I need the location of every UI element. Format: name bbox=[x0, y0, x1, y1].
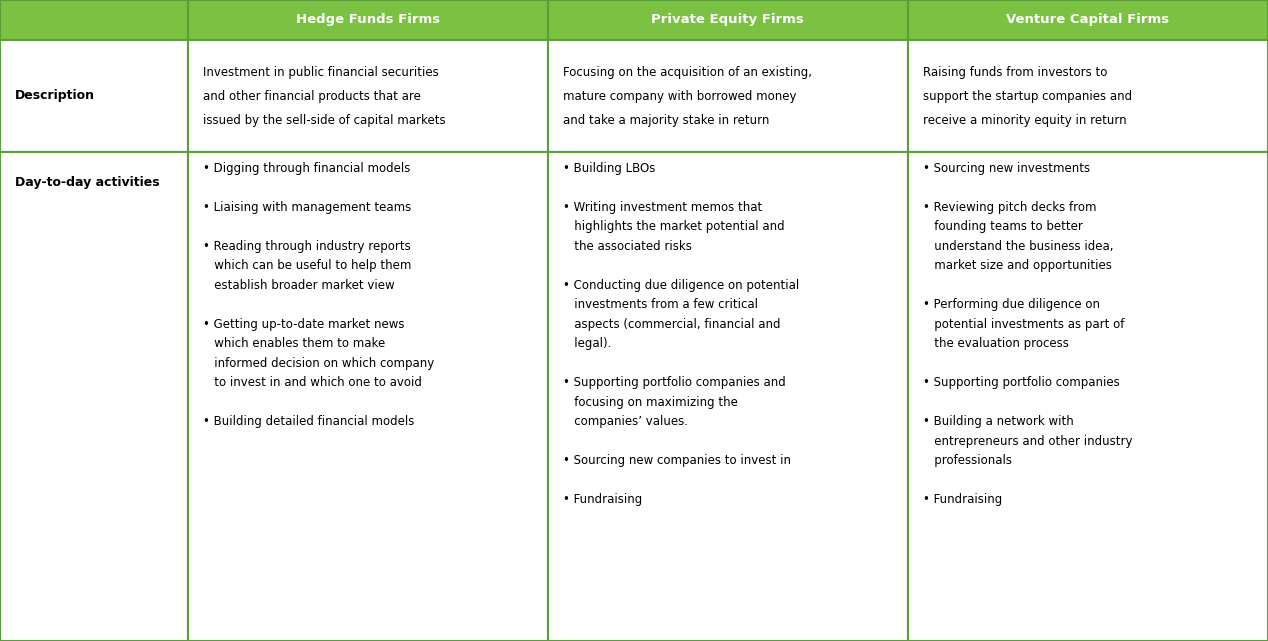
Bar bbox=[0, 152, 188, 641]
Bar bbox=[0, 0, 188, 40]
Text: Venture Capital Firms: Venture Capital Firms bbox=[1007, 13, 1169, 26]
Text: Focusing on the acquisition of an existing,
mature company with borrowed money
a: Focusing on the acquisition of an existi… bbox=[563, 65, 812, 126]
Bar bbox=[548, 40, 908, 152]
Bar bbox=[188, 152, 548, 641]
Text: • Digging through financial models

• Liaising with management teams

• Reading : • Digging through financial models • Lia… bbox=[203, 162, 434, 428]
Text: Investment in public financial securities
and other financial products that are
: Investment in public financial securitie… bbox=[203, 65, 445, 126]
Text: Hedge Funds Firms: Hedge Funds Firms bbox=[295, 13, 440, 26]
Bar bbox=[0, 40, 188, 152]
Bar bbox=[188, 0, 548, 40]
Text: Raising funds from investors to
support the startup companies and
receive a mino: Raising funds from investors to support … bbox=[923, 65, 1132, 126]
Bar bbox=[908, 152, 1268, 641]
Bar bbox=[548, 0, 908, 40]
Bar bbox=[548, 152, 908, 641]
Text: Day-to-day activities: Day-to-day activities bbox=[15, 176, 160, 189]
Text: • Building LBOs

• Writing investment memos that
   highlights the market potent: • Building LBOs • Writing investment mem… bbox=[563, 162, 799, 506]
Bar bbox=[908, 40, 1268, 152]
Text: Description: Description bbox=[15, 89, 95, 103]
Text: • Sourcing new investments

• Reviewing pitch decks from
   founding teams to be: • Sourcing new investments • Reviewing p… bbox=[923, 162, 1132, 506]
Bar bbox=[188, 40, 548, 152]
Bar bbox=[908, 0, 1268, 40]
Text: Private Equity Firms: Private Equity Firms bbox=[652, 13, 804, 26]
